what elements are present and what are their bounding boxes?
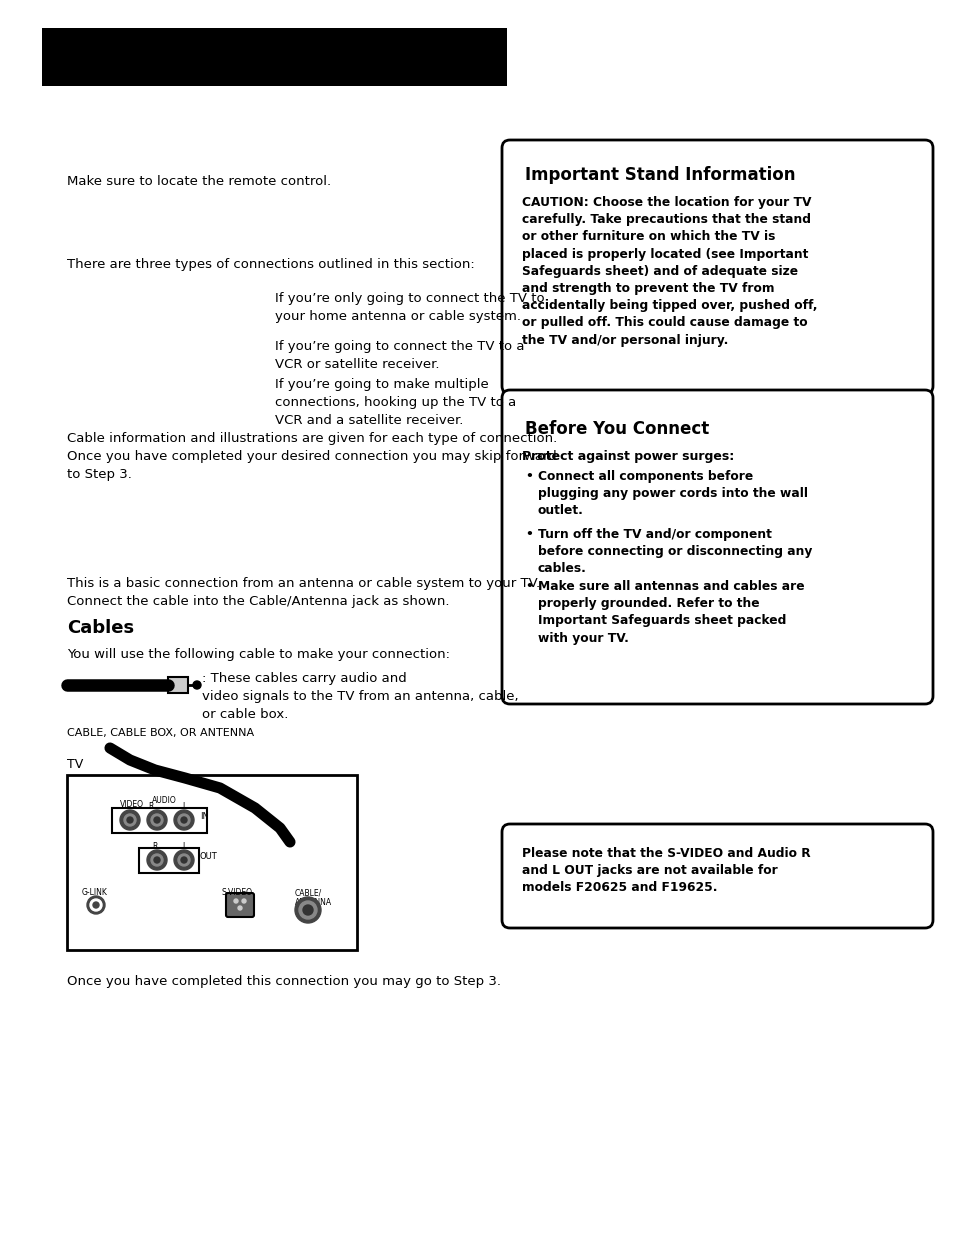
- Text: IN: IN: [200, 811, 209, 821]
- FancyBboxPatch shape: [42, 28, 506, 86]
- Text: Make sure all antennas and cables are
properly grounded. Refer to the
Important : Make sure all antennas and cables are pr…: [537, 580, 803, 645]
- Text: CABLE/: CABLE/: [294, 888, 322, 897]
- Text: ANTENNA: ANTENNA: [294, 898, 332, 906]
- Text: You will use the following cable to make your connection:: You will use the following cable to make…: [67, 648, 450, 661]
- Circle shape: [92, 902, 99, 908]
- FancyBboxPatch shape: [501, 140, 932, 394]
- FancyBboxPatch shape: [501, 390, 932, 704]
- Text: If you’re going to connect the TV to a
VCR or satellite receiver.: If you’re going to connect the TV to a V…: [274, 340, 524, 370]
- FancyBboxPatch shape: [168, 677, 188, 693]
- Text: If you’re only going to connect the TV to
your home antenna or cable system.: If you’re only going to connect the TV t…: [274, 291, 544, 324]
- Circle shape: [147, 810, 167, 830]
- FancyBboxPatch shape: [501, 824, 932, 927]
- Text: Important Stand Information: Important Stand Information: [524, 165, 795, 184]
- Text: OUT: OUT: [200, 852, 217, 861]
- Text: S-VIDEO: S-VIDEO: [222, 888, 253, 897]
- Text: AUDIO: AUDIO: [152, 797, 176, 805]
- Text: : These cables carry audio and
video signals to the TV from an antenna, cable,
o: : These cables carry audio and video sig…: [202, 672, 518, 721]
- Text: L: L: [182, 842, 186, 851]
- Text: Cables: Cables: [67, 619, 134, 637]
- FancyBboxPatch shape: [139, 848, 199, 873]
- Circle shape: [294, 897, 320, 923]
- Text: VIDEO: VIDEO: [120, 800, 144, 809]
- Circle shape: [237, 906, 242, 910]
- FancyBboxPatch shape: [112, 808, 207, 832]
- Text: Protect against power surges:: Protect against power surges:: [521, 450, 734, 463]
- Text: There are three types of connections outlined in this section:: There are three types of connections out…: [67, 258, 475, 270]
- Text: CABLE, CABLE BOX, OR ANTENNA: CABLE, CABLE BOX, OR ANTENNA: [67, 727, 253, 739]
- Circle shape: [193, 680, 201, 689]
- Circle shape: [242, 899, 246, 903]
- Text: G-LINK: G-LINK: [82, 888, 108, 897]
- Circle shape: [181, 857, 187, 863]
- Circle shape: [124, 814, 136, 826]
- Circle shape: [127, 818, 132, 823]
- Circle shape: [147, 850, 167, 869]
- Text: Please note that the S-VIDEO and Audio R
and L OUT jacks are not available for
m: Please note that the S-VIDEO and Audio R…: [521, 847, 810, 894]
- Text: Once you have completed this connection you may go to Step 3.: Once you have completed this connection …: [67, 974, 500, 988]
- Text: R: R: [152, 842, 157, 851]
- Text: TV: TV: [67, 758, 83, 771]
- Circle shape: [120, 810, 140, 830]
- Circle shape: [173, 810, 193, 830]
- Text: •: •: [524, 529, 533, 541]
- Circle shape: [233, 899, 237, 903]
- Circle shape: [178, 814, 190, 826]
- Text: If you’re going to make multiple
connections, hooking up the TV to a
VCR and a s: If you’re going to make multiple connect…: [274, 378, 516, 427]
- Text: Make sure to locate the remote control.: Make sure to locate the remote control.: [67, 175, 331, 188]
- Circle shape: [151, 814, 163, 826]
- Circle shape: [181, 818, 187, 823]
- Text: L: L: [182, 802, 186, 811]
- Text: This is a basic connection from an antenna or cable system to your TV.
Connect t: This is a basic connection from an anten…: [67, 577, 539, 608]
- FancyBboxPatch shape: [67, 776, 356, 950]
- Circle shape: [153, 857, 160, 863]
- Text: Turn off the TV and/or component
before connecting or disconnecting any
cables.: Turn off the TV and/or component before …: [537, 529, 812, 576]
- Text: •: •: [524, 580, 533, 593]
- Circle shape: [90, 899, 102, 911]
- Circle shape: [173, 850, 193, 869]
- Text: CAUTION: Choose the location for your TV
carefully. Take precautions that the st: CAUTION: Choose the location for your TV…: [521, 196, 817, 347]
- Text: Connect all components before
plugging any power cords into the wall
outlet.: Connect all components before plugging a…: [537, 471, 807, 517]
- Circle shape: [153, 818, 160, 823]
- Circle shape: [298, 902, 316, 919]
- Circle shape: [178, 853, 190, 866]
- Circle shape: [151, 853, 163, 866]
- Text: Cable information and illustrations are given for each type of connection.
Once : Cable information and illustrations are …: [67, 432, 557, 480]
- Text: R: R: [148, 802, 153, 811]
- Text: Before You Connect: Before You Connect: [524, 420, 708, 438]
- FancyBboxPatch shape: [226, 893, 253, 918]
- Text: •: •: [524, 471, 533, 483]
- Circle shape: [87, 897, 105, 914]
- Circle shape: [303, 905, 313, 915]
